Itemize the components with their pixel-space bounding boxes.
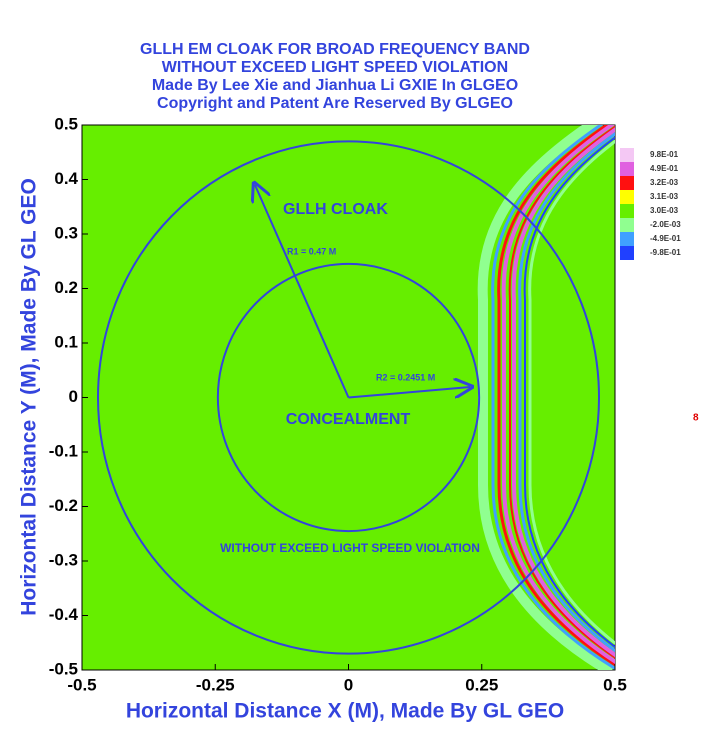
- chart-title: Copyright and Patent Are Reserved By GLG…: [157, 95, 513, 112]
- legend-swatch: [620, 148, 634, 162]
- circle: [216, 262, 481, 533]
- arrow: [348, 387, 471, 399]
- wave-band: [501, 125, 615, 664]
- annotation: CONCEALMENT: [286, 411, 411, 428]
- y-tick-label: 0.4: [54, 169, 78, 188]
- chart-title: GLLH EM CLOAK FOR BROAD FREQUENCY BAND: [140, 41, 530, 58]
- chart-title: WITHOUT EXCEED LIGHT SPEED VIOLATION: [162, 59, 508, 76]
- annotation: WITHOUT EXCEED LIGHT SPEED VIOLATION: [220, 541, 480, 555]
- wave-front: [477, 125, 615, 670]
- annotation: GLLH CLOAK: [283, 201, 388, 218]
- wave-band: [497, 125, 615, 667]
- x-tick-label: -0.25: [196, 675, 235, 694]
- y-tick-label: -0.1: [49, 441, 78, 460]
- y-tick-label: 0.5: [54, 114, 78, 133]
- legend-swatch: [620, 218, 634, 232]
- arrow: [255, 185, 350, 398]
- legend-swatch: [620, 246, 634, 260]
- legend-label: -2.0E-03: [650, 220, 681, 229]
- annotation: 8: [693, 413, 699, 424]
- wave-band: [511, 127, 615, 658]
- x-tick-label: 0.5: [603, 675, 627, 694]
- x-tick-label: -0.5: [67, 675, 96, 694]
- legend-label: 3.2E-03: [650, 178, 679, 187]
- y-tick-label: 0.3: [54, 223, 78, 242]
- wave-band: [508, 125, 615, 659]
- chart-title: Made By Lee Xie and Jianhua Li GXIE In G…: [152, 77, 518, 94]
- radius-label: R2 = 0.2451 M: [376, 372, 435, 382]
- y-tick-label: -0.3: [49, 550, 78, 569]
- wave-band: [477, 125, 614, 670]
- x-tick-label: 0: [344, 675, 353, 694]
- legend-label: -9.8E-01: [650, 248, 681, 257]
- legend-swatch: [620, 176, 634, 190]
- legend-label: 9.8E-01: [650, 150, 679, 159]
- wave-band: [518, 132, 615, 653]
- wave-band: [528, 139, 615, 645]
- legend-label: -4.9E-01: [650, 234, 681, 243]
- wave-band: [523, 136, 615, 648]
- legend-label: 3.0E-03: [650, 206, 679, 215]
- y-axis-label: Horizontal Distance Y (M), Made By GL GE…: [18, 178, 41, 616]
- x-tick-label: 0.25: [465, 675, 498, 694]
- y-tick-label: -0.5: [49, 659, 78, 678]
- legend-swatch: [620, 232, 634, 246]
- wave-band: [491, 125, 615, 670]
- radius-label: R1 = 0.47 M: [287, 246, 336, 256]
- legend-swatch: [620, 190, 634, 204]
- y-tick-label: -0.4: [49, 605, 79, 624]
- y-tick-label: 0.1: [54, 332, 78, 351]
- y-tick-label: -0.2: [49, 496, 78, 515]
- y-tick-label: 0: [69, 387, 78, 406]
- legend-swatch: [620, 162, 634, 176]
- legend-label: 4.9E-01: [650, 164, 679, 173]
- y-tick-label: 0.2: [54, 278, 78, 297]
- x-axis-label: Horizontal Distance X (M), Made By GL GE…: [126, 700, 564, 723]
- circle: [96, 140, 601, 655]
- legend-swatch: [620, 204, 634, 218]
- legend-label: 3.1E-03: [650, 192, 679, 201]
